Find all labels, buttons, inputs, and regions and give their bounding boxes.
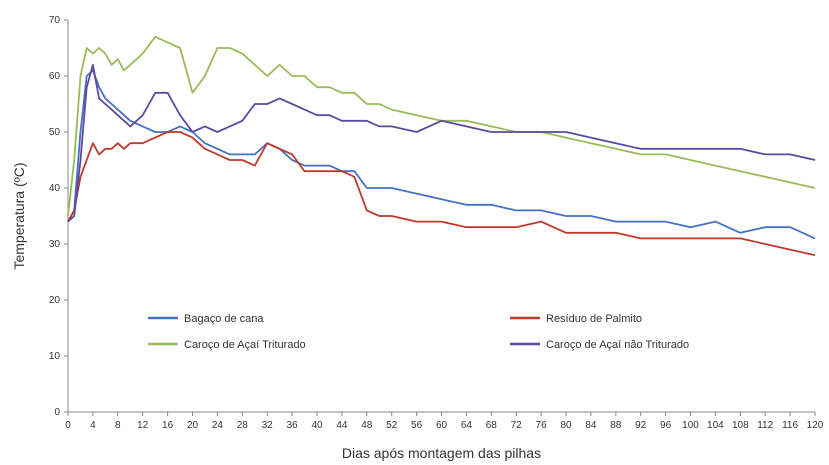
x-tick-label: 80 bbox=[560, 420, 572, 431]
y-tick-label: 20 bbox=[49, 295, 61, 306]
x-tick-label: 88 bbox=[610, 420, 622, 431]
legend-label-4: Caroço de Açaí não Triturado bbox=[546, 339, 689, 351]
x-axis-title: Dias após montagem das pilhas bbox=[342, 445, 541, 461]
legend-label-1: Bagaço de cana bbox=[184, 313, 264, 325]
y-tick-label: 30 bbox=[49, 239, 61, 250]
x-tick-label: 12 bbox=[137, 420, 149, 431]
x-tick-label: 4 bbox=[90, 420, 96, 431]
x-tick-label: 32 bbox=[262, 420, 274, 431]
y-tick-label: 40 bbox=[49, 183, 61, 194]
x-tick-label: 92 bbox=[635, 420, 647, 431]
x-tick-label: 56 bbox=[411, 420, 423, 431]
x-tick-label: 84 bbox=[585, 420, 597, 431]
y-tick-label: 0 bbox=[54, 407, 60, 418]
legend-label-2: Resíduo de Palmito bbox=[546, 313, 642, 325]
x-tick-label: 100 bbox=[682, 420, 699, 431]
x-tick-label: 16 bbox=[162, 420, 174, 431]
y-tick-label: 60 bbox=[49, 71, 61, 82]
y-tick-label: 10 bbox=[49, 351, 61, 362]
x-tick-label: 8 bbox=[115, 420, 121, 431]
legend: Bagaço de cana Resíduo de Palmito Caroço d… bbox=[148, 313, 689, 351]
x-tick-label: 24 bbox=[212, 420, 224, 431]
x-tick-label: 60 bbox=[436, 420, 448, 431]
x-tick-label: 0 bbox=[65, 420, 71, 431]
series-lines bbox=[67, 35, 816, 257]
y-tick-label: 50 bbox=[49, 127, 61, 138]
y-axis-title: Temperatura (ºC) bbox=[11, 162, 27, 269]
x-tick-label: 112 bbox=[757, 420, 773, 431]
x-tick-label: 28 bbox=[237, 420, 249, 431]
x-tick-label: 116 bbox=[782, 420, 798, 431]
x-tick-label: 20 bbox=[187, 420, 199, 431]
legend-label-3: Caroço de Açaí Triturado bbox=[184, 339, 306, 351]
x-tick-label: 40 bbox=[311, 420, 323, 431]
x-tick-label: 76 bbox=[536, 420, 548, 431]
x-tick-label: 36 bbox=[287, 420, 299, 431]
series-line-1 bbox=[67, 69, 816, 240]
series-line-2 bbox=[67, 131, 816, 257]
x-tick-label: 104 bbox=[707, 420, 724, 431]
x-tick-label: 72 bbox=[511, 420, 523, 431]
series-line-3 bbox=[67, 35, 816, 217]
x-tick-label: 68 bbox=[486, 420, 498, 431]
y-tick-label: 70 bbox=[49, 15, 61, 26]
x-tick-label: 48 bbox=[361, 420, 373, 431]
x-tick-label: 108 bbox=[732, 420, 749, 431]
x-tick-label: 120 bbox=[807, 420, 824, 431]
x-tick-label: 44 bbox=[336, 420, 348, 431]
series-line-4 bbox=[67, 63, 816, 223]
x-tick-label: 64 bbox=[461, 420, 473, 431]
x-tick-label: 52 bbox=[386, 420, 398, 431]
x-tick-label: 96 bbox=[660, 420, 672, 431]
